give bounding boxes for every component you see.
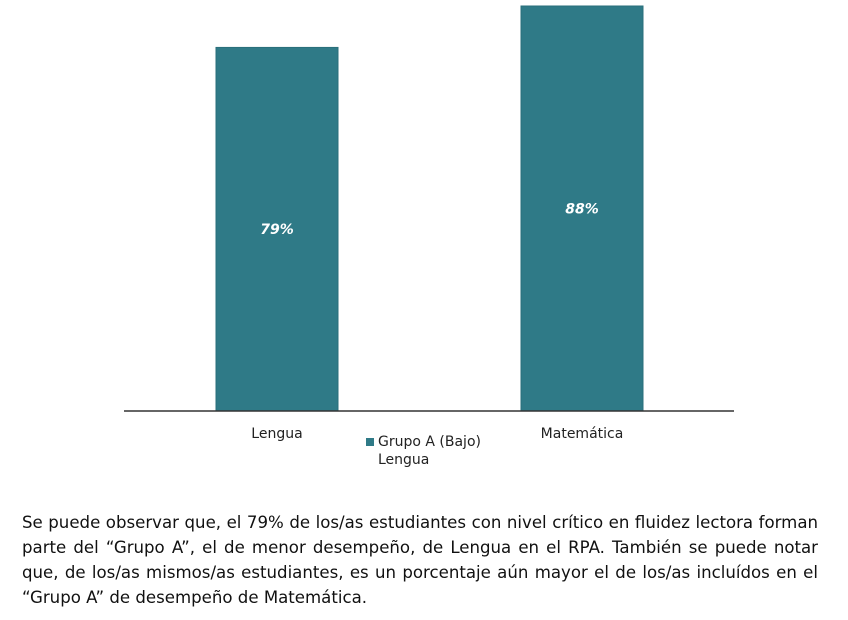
bar-lengua (215, 46, 339, 412)
legend: Grupo A (Bajo) Lengua (366, 433, 481, 469)
legend-swatch (366, 438, 374, 446)
labels-group: 79% Lengua 88% Matemática (251, 202, 623, 443)
category-label: Matemática (541, 426, 624, 442)
category-label: Lengua (251, 426, 302, 442)
legend-series-name: Grupo A (Bajo) (378, 434, 481, 450)
bars-group (215, 5, 644, 412)
legend-sub-label: Lengua (378, 452, 430, 468)
bar-matemática (520, 5, 644, 412)
bar-value-label: 79% (260, 222, 294, 238)
caption-paragraph: Se puede observar que, el 79% de los/as … (22, 513, 818, 607)
bar-chart: 79% Lengua 88% Matemática (124, 5, 734, 443)
chart-area: 79% Lengua 88% Matemática Grupo A (Bajo) Le… (124, 5, 734, 469)
bar-value-label: 88% (565, 202, 599, 218)
legend-entry: Grupo A (Bajo) (366, 433, 481, 451)
